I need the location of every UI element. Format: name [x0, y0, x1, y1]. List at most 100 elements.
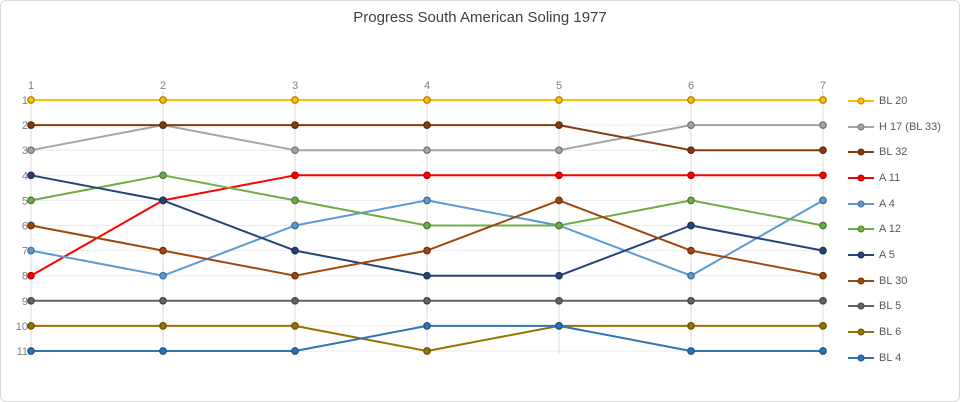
data-point-marker [687, 171, 695, 180]
y-tick-label: 6 [22, 221, 28, 233]
data-point-marker [159, 171, 167, 180]
legend-item-bl-5: BL 5 [848, 294, 959, 320]
data-point-marker [291, 246, 299, 255]
data-point-marker [27, 347, 35, 355]
legend-series-label: BL 6 [879, 326, 902, 339]
legend-series-swatch-icon [848, 199, 874, 208]
x-tick-label: 1 [28, 80, 34, 92]
x-tick-label: 5 [556, 80, 562, 92]
legend-series-swatch-icon [848, 250, 874, 259]
data-point-marker [27, 296, 35, 305]
legend-series-label: A 12 [879, 223, 902, 236]
data-point-marker [687, 121, 695, 129]
data-point-marker [291, 221, 299, 230]
data-point-marker [423, 296, 431, 305]
data-point-marker [555, 296, 563, 305]
y-tick-label: 10 [16, 321, 28, 333]
data-point-marker [159, 246, 167, 255]
legend-item-bl-30: BL 30 [848, 268, 959, 294]
y-tick-label: 3 [22, 145, 28, 157]
x-tick-label: 4 [424, 80, 430, 92]
data-point-marker [687, 271, 695, 280]
legend-item-a-4: A 4 [848, 191, 959, 217]
data-point-marker [819, 121, 827, 129]
series-bl-20 [27, 96, 827, 104]
data-point-marker [819, 171, 827, 180]
legend-series-swatch-icon [848, 328, 874, 337]
data-point-marker [423, 271, 431, 280]
y-tick-label: 5 [22, 195, 28, 207]
legend-series-swatch-icon [848, 148, 874, 157]
data-point-marker [291, 322, 299, 330]
data-point-marker [819, 221, 827, 230]
data-point-marker [687, 146, 695, 155]
data-point-marker [819, 146, 827, 155]
data-point-marker [27, 221, 35, 230]
data-point-marker [555, 171, 563, 180]
data-point-marker [819, 96, 827, 104]
data-point-marker [687, 221, 695, 230]
legend-series-label: H 17 (BL 33) [879, 120, 941, 133]
data-point-marker [27, 322, 35, 330]
data-point-marker [555, 96, 563, 104]
data-point-marker [291, 347, 299, 355]
data-point-marker [555, 121, 563, 129]
legend-series-label: BL 5 [879, 300, 902, 313]
data-point-marker [687, 322, 695, 330]
data-point-marker [27, 271, 35, 280]
legend-item-a-5: A 5 [848, 242, 959, 268]
series-bl-32 [27, 121, 827, 155]
data-point-marker [687, 246, 695, 255]
chart-title: Progress South American Soling 1977 [353, 9, 607, 26]
y-tick-label: 11 [17, 346, 28, 358]
data-point-marker [423, 146, 431, 155]
legend-series-label: BL 20 [879, 94, 908, 107]
data-point-marker [819, 246, 827, 255]
x-tick-label: 7 [820, 80, 826, 92]
data-point-marker [423, 121, 431, 129]
data-point-marker [687, 96, 695, 104]
legend-item-a-12: A 12 [848, 216, 959, 242]
series-a-12 [27, 171, 827, 230]
data-point-marker [423, 221, 431, 230]
data-point-marker [291, 121, 299, 129]
data-point-marker [555, 271, 563, 280]
data-point-marker [819, 196, 827, 205]
legend-item-h-17-bl-33-: H 17 (BL 33) [848, 114, 959, 140]
y-tick-label: 7 [22, 246, 28, 258]
legend: BL 20 H 17 (BL 33) BL 32 A 11 A 4 A 12 A 5 BL 3… [848, 88, 959, 371]
data-point-marker [819, 271, 827, 280]
data-point-marker [159, 347, 167, 355]
legend-series-label: A 5 [879, 248, 895, 261]
legend-item-bl-6: BL 6 [848, 319, 959, 345]
data-point-marker [159, 271, 167, 280]
legend-series-swatch-icon [848, 353, 874, 362]
data-point-marker [423, 96, 431, 104]
y-tick-label: 4 [22, 170, 28, 182]
legend-series-swatch-icon [848, 96, 874, 105]
data-point-marker [159, 322, 167, 330]
data-point-marker [423, 347, 431, 355]
x-tick-label: 2 [160, 80, 166, 92]
series-bl-4 [27, 322, 827, 355]
data-point-marker [291, 271, 299, 280]
y-tick-label: 8 [22, 271, 28, 283]
data-point-marker [159, 121, 167, 129]
data-point-marker [555, 146, 563, 155]
legend-series-label: BL 4 [879, 351, 902, 364]
data-point-marker [291, 146, 299, 155]
legend-item-bl-20: BL 20 [848, 88, 959, 114]
x-tick-label: 3 [292, 80, 298, 92]
legend-series-label: A 4 [879, 197, 895, 210]
data-point-marker [687, 347, 695, 355]
data-point-marker [159, 196, 167, 205]
data-point-marker [27, 96, 35, 104]
x-axis-labels: 1 2 3 4 5 6 7 [28, 80, 826, 92]
y-axis-labels: 1 2 3 4 5 6 7 8 9 10 11 [16, 95, 28, 358]
data-point-marker [555, 322, 563, 330]
data-point-marker [291, 196, 299, 205]
legend-series-swatch-icon [848, 122, 874, 131]
legend-series-swatch-icon [848, 276, 874, 285]
data-point-marker [687, 196, 695, 205]
